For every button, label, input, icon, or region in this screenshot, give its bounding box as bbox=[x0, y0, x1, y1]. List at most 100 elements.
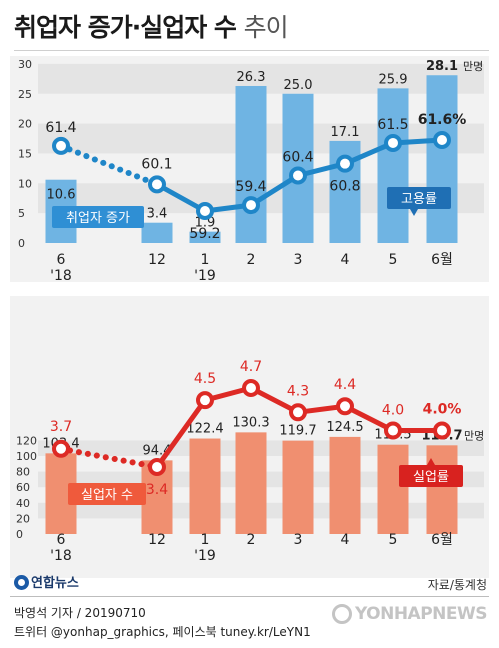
rate-point bbox=[196, 202, 214, 220]
y-tick-label: 0 bbox=[16, 528, 23, 541]
legend-box-bars bbox=[52, 206, 144, 228]
rate-point bbox=[336, 397, 354, 416]
chart-panel-unemployment: 120100806040200103.494.4122.4130.3119.71… bbox=[10, 296, 489, 578]
rate-point bbox=[196, 391, 214, 410]
rate-line-dotted bbox=[58, 445, 160, 470]
y-tick-label: 60 bbox=[16, 481, 30, 494]
bar-value-label: 130.3 bbox=[232, 415, 269, 430]
bar bbox=[235, 85, 267, 243]
bar-value-label: 25.9 bbox=[379, 72, 408, 87]
footer-divider bbox=[10, 596, 489, 597]
rate-value-label: 61.5 bbox=[377, 117, 408, 133]
rate-value-label: 4.0 bbox=[382, 403, 404, 419]
bar-value-label: 26.3 bbox=[237, 70, 266, 85]
x-tick-label: 2 bbox=[247, 532, 256, 548]
rate-value-label: 59.4 bbox=[235, 179, 266, 195]
employment-chart: 30252015105010.63.41.926.325.017.125.928… bbox=[18, 58, 484, 284]
x-tick-label: 12 bbox=[148, 532, 166, 548]
bar bbox=[141, 222, 173, 243]
bar-value-label: 28.1 bbox=[426, 59, 458, 74]
yonhap-logo: 연합뉴스 bbox=[14, 572, 79, 591]
legend-label-line: 실업률 bbox=[413, 470, 449, 485]
page-title: 취업자 증가·실업자 수 추이 bbox=[14, 8, 289, 44]
rate-value-label: 3.7 bbox=[50, 419, 72, 435]
y-tick-label: 20 bbox=[16, 512, 30, 525]
byline: 박영석 기자 / 20190710 트위터 @yonhap_graphics, … bbox=[14, 604, 311, 642]
title-divider bbox=[14, 50, 489, 51]
unit-label: 만명 bbox=[463, 60, 483, 73]
rate-point bbox=[148, 175, 166, 194]
rate-value-label: 60.8 bbox=[329, 179, 360, 195]
y-tick-label: 80 bbox=[16, 466, 30, 479]
rate-point bbox=[242, 379, 260, 397]
x-tick-label: 3 bbox=[294, 252, 303, 268]
rate-value-label: 4.3 bbox=[287, 383, 309, 399]
bar bbox=[235, 432, 267, 534]
x-tick-label: 5 bbox=[389, 532, 398, 548]
y-tick-label: 40 bbox=[16, 497, 30, 510]
byline-social: 트위터 @yonhap_graphics, 페이스북 tuney.kr/LeYN… bbox=[14, 625, 311, 639]
x-tick-label: 6 bbox=[57, 532, 66, 548]
bar-value-label: 10.6 bbox=[47, 188, 76, 203]
unit-label: 만명 bbox=[464, 429, 484, 442]
watermark: YONHAPNEWS bbox=[331, 604, 488, 624]
rate-point bbox=[289, 403, 307, 422]
x-tick-label: 1 bbox=[201, 252, 210, 268]
watermark-text: YONHAPNEWS bbox=[354, 604, 488, 624]
rate-point bbox=[242, 196, 260, 215]
chart-panel-employment: 30 25 20 15 10 5 0 10.6 3.4 1.9 26.3 25.0 17.1 25.9 28… bbox=[10, 56, 489, 284]
rate-point bbox=[289, 166, 307, 185]
rate-value-label: 4.7 bbox=[240, 359, 262, 375]
rate-value-label: 4.5 bbox=[194, 371, 216, 387]
bar bbox=[189, 438, 221, 534]
x-tick-label: 6월 bbox=[431, 252, 453, 268]
yonhap-logo-icon bbox=[14, 575, 29, 590]
x-tick-label: 6월 bbox=[431, 532, 453, 548]
x-tick-label: '19 bbox=[194, 268, 216, 282]
legend-label-bars: 실업자 수 bbox=[81, 488, 133, 503]
byline-reporter: 박영석 기자 / 20190710 bbox=[14, 606, 146, 620]
y-tick-label: 25 bbox=[18, 88, 32, 101]
bar bbox=[329, 436, 361, 534]
legend-label-bars: 취업자 증가 bbox=[66, 211, 130, 226]
y-tick-label: 0 bbox=[18, 237, 25, 250]
rate-value-label: 4.4 bbox=[334, 377, 356, 393]
x-tick-label: 3 bbox=[294, 532, 303, 548]
rate-value-label: 4.0% bbox=[423, 402, 462, 418]
bar-value-label: 3.4 bbox=[147, 207, 168, 222]
x-tick-label: 2 bbox=[247, 252, 256, 268]
x-tick-label: 12 bbox=[148, 252, 166, 268]
x-tick-label: '19 bbox=[194, 548, 216, 564]
rate-point bbox=[148, 458, 166, 476]
title-sub: 추이 bbox=[243, 13, 289, 42]
rate-value-label: 61.6% bbox=[418, 112, 467, 128]
bar bbox=[377, 88, 409, 243]
rate-value-label: 60.4 bbox=[282, 150, 313, 166]
y-tick-label: 15 bbox=[18, 147, 32, 160]
rate-value-label: 60.1 bbox=[141, 156, 172, 172]
bar bbox=[282, 440, 314, 534]
rate-point bbox=[52, 439, 70, 458]
rate-point bbox=[336, 154, 354, 173]
legend-box-line bbox=[399, 465, 463, 487]
rate-value-label: 61.4 bbox=[45, 120, 76, 136]
rate-point bbox=[52, 136, 70, 155]
source-note: 자료/통계청 bbox=[427, 578, 487, 592]
y-tick-label: 20 bbox=[18, 118, 32, 131]
x-tick-label: 1 bbox=[201, 532, 210, 548]
rate-point bbox=[433, 131, 451, 149]
legend-box-bars bbox=[68, 483, 146, 505]
y-tick-label: 120 bbox=[16, 434, 37, 447]
title-main: 취업자 증가·실업자 수 bbox=[14, 13, 237, 42]
x-tick-label: 4 bbox=[341, 532, 350, 548]
watermark-icon bbox=[331, 604, 352, 624]
legend-pointer bbox=[427, 458, 435, 465]
bar-value-label: 17.1 bbox=[331, 125, 360, 140]
rate-value-label: 59.2 bbox=[189, 226, 220, 242]
x-tick-label: 6 bbox=[57, 252, 66, 268]
legend-box-line bbox=[387, 187, 451, 209]
y-tick-label: 100 bbox=[16, 450, 37, 463]
rate-point bbox=[384, 133, 402, 152]
y-tick-label: 30 bbox=[18, 58, 32, 71]
